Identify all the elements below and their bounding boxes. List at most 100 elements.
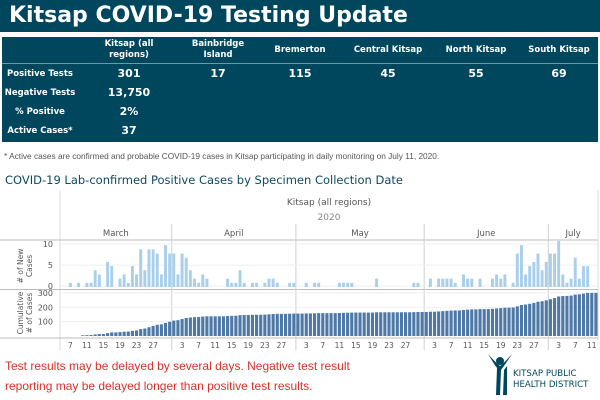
month-label: June [476,229,496,239]
new-cases-bar [441,278,445,287]
x-tick-label: 23 [260,341,270,350]
cumulative-bar [201,316,205,336]
x-tick-label: 27 [529,341,539,350]
cumulative-bar [486,309,490,336]
cumulative-bar [544,300,548,336]
cumulative-bar [432,311,437,336]
y-axis-label-new-2: Cases [25,255,34,277]
new-cases-bar [466,278,470,287]
new-cases-bar [164,245,167,287]
cell-empty [256,121,344,140]
new-cases-bar [89,282,93,287]
new-cases-bar [292,282,296,287]
new-cases-bar [540,270,544,287]
chart-header-label: Kitsap (all regions) [287,198,371,208]
cumulative-bar [445,310,449,336]
cell-kitsap: 301 [117,67,141,80]
row-label: Negative Tests [4,87,76,98]
cumulative-bar [428,311,432,336]
cumulative-bar [101,333,106,336]
cell-north: 55 [468,67,484,80]
new-cases-bar [337,282,341,287]
cumulative-bar [159,324,163,336]
x-tick-label: 19 [115,341,125,350]
cumulative-bar [557,296,561,336]
stats-header-blank [2,37,78,64]
cumulative-bar [234,315,238,336]
new-cases-bar [271,278,275,287]
new-cases-bar [557,241,561,287]
x-tick-label: 27 [148,341,158,350]
new-cases-bar [524,274,528,287]
x-tick-label: 7 [68,341,73,350]
new-cases-bar [569,278,573,287]
cell-empty [520,83,598,102]
new-cases-bar [536,253,540,287]
stats-header-row: Kitsap (all regions) Bainbridge Island B… [2,37,598,64]
x-tick-label: 15 [351,341,361,350]
new-cases-bar [250,282,254,287]
cumulative-bar [205,316,209,336]
new-cases-bar [238,270,242,287]
x-tick-label: 7 [573,341,578,350]
cumulative-bar [379,312,383,336]
new-cases-bar [553,253,557,287]
delay-warning: Test results may be delayed by several d… [5,356,350,396]
new-cases-bar [135,274,139,287]
cumulative-bar [466,309,470,336]
cell-empty [344,83,432,102]
cumulative-bar [577,294,581,336]
new-cases-bar [416,282,420,287]
new-cases-bar [304,282,308,287]
cumulative-bar [300,313,304,336]
new-cases-bar [263,282,267,287]
y-tick-label-new: 10 [43,240,53,249]
cumulative-bar [151,325,155,336]
new-cases-bar [532,261,536,287]
new-cases-bar [519,245,523,287]
new-cases-bar [495,274,499,287]
new-cases-bar [342,282,345,287]
cumulative-bar [511,307,515,336]
y-tick-label-new: 0 [48,282,53,291]
new-cases-bar [470,278,474,287]
new-cases-bar [122,274,126,287]
cumulative-bar [387,312,391,336]
new-cases-bar [188,270,192,287]
cumulative-bar [569,295,573,336]
x-tick-label: 7 [449,341,454,350]
y-axis-label-cumulative: Cumulative [16,291,25,334]
cumulative-bar [197,317,201,336]
new-cases-bar [577,278,581,287]
cumulative-bar [341,312,346,336]
cumulative-bar [507,307,511,336]
cell-empty [256,83,344,102]
cumulative-bar [85,335,89,336]
cell-empty [432,121,520,140]
cumulative-bar [155,324,159,336]
cumulative-bar [238,315,242,336]
cumulative-bar [308,313,312,336]
stats-header-kitsap: Kitsap (all regions) [78,37,180,64]
cumulative-bar [503,307,507,336]
cumulative-bar [358,312,362,336]
cell-kitsap: 13,750 [107,86,151,99]
cumulative-bar [168,321,172,336]
cumulative-bar [499,308,503,336]
cumulative-bar [362,312,366,336]
cumulative-bar [461,309,466,336]
new-cases-bar [478,278,482,287]
new-cases-bar [172,253,176,287]
cumulative-bar [110,332,114,336]
new-cases-bar [226,278,230,287]
new-cases-bar [230,282,234,287]
x-tick-label: 27 [277,341,287,350]
cumulative-bar [573,294,577,336]
cumulative-bar [395,312,399,336]
cumulative-bar [143,328,147,336]
cumulative-bar [565,295,569,336]
logo-text: KITSAP PUBLIC HEALTH DISTRICT [513,369,588,391]
cumulative-bar [552,298,557,336]
page-title: Kitsap COVID-19 Testing Update [9,3,408,28]
cell-empty [520,102,598,121]
